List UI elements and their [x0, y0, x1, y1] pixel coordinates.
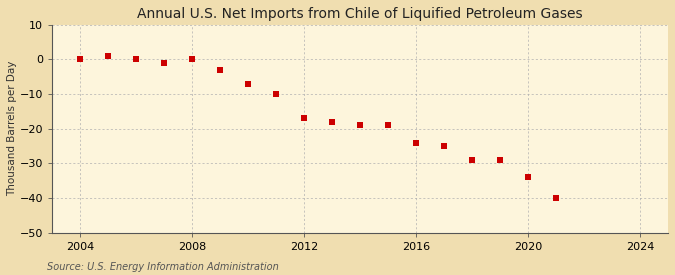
- Point: [439, 144, 450, 148]
- Point: [271, 92, 281, 96]
- Point: [466, 158, 477, 162]
- Point: [159, 61, 169, 65]
- Point: [299, 116, 310, 120]
- Point: [75, 57, 86, 62]
- Point: [103, 54, 113, 58]
- Point: [383, 123, 394, 127]
- Point: [495, 158, 506, 162]
- Text: Source: U.S. Energy Information Administration: Source: U.S. Energy Information Administ…: [47, 262, 279, 272]
- Point: [551, 196, 562, 200]
- Point: [410, 140, 421, 145]
- Point: [131, 57, 142, 62]
- Point: [327, 120, 338, 124]
- Point: [215, 68, 225, 72]
- Point: [187, 57, 198, 62]
- Title: Annual U.S. Net Imports from Chile of Liquified Petroleum Gases: Annual U.S. Net Imports from Chile of Li…: [137, 7, 583, 21]
- Point: [243, 81, 254, 86]
- Y-axis label: Thousand Barrels per Day: Thousand Barrels per Day: [7, 61, 17, 196]
- Point: [355, 123, 366, 127]
- Point: [522, 175, 533, 179]
